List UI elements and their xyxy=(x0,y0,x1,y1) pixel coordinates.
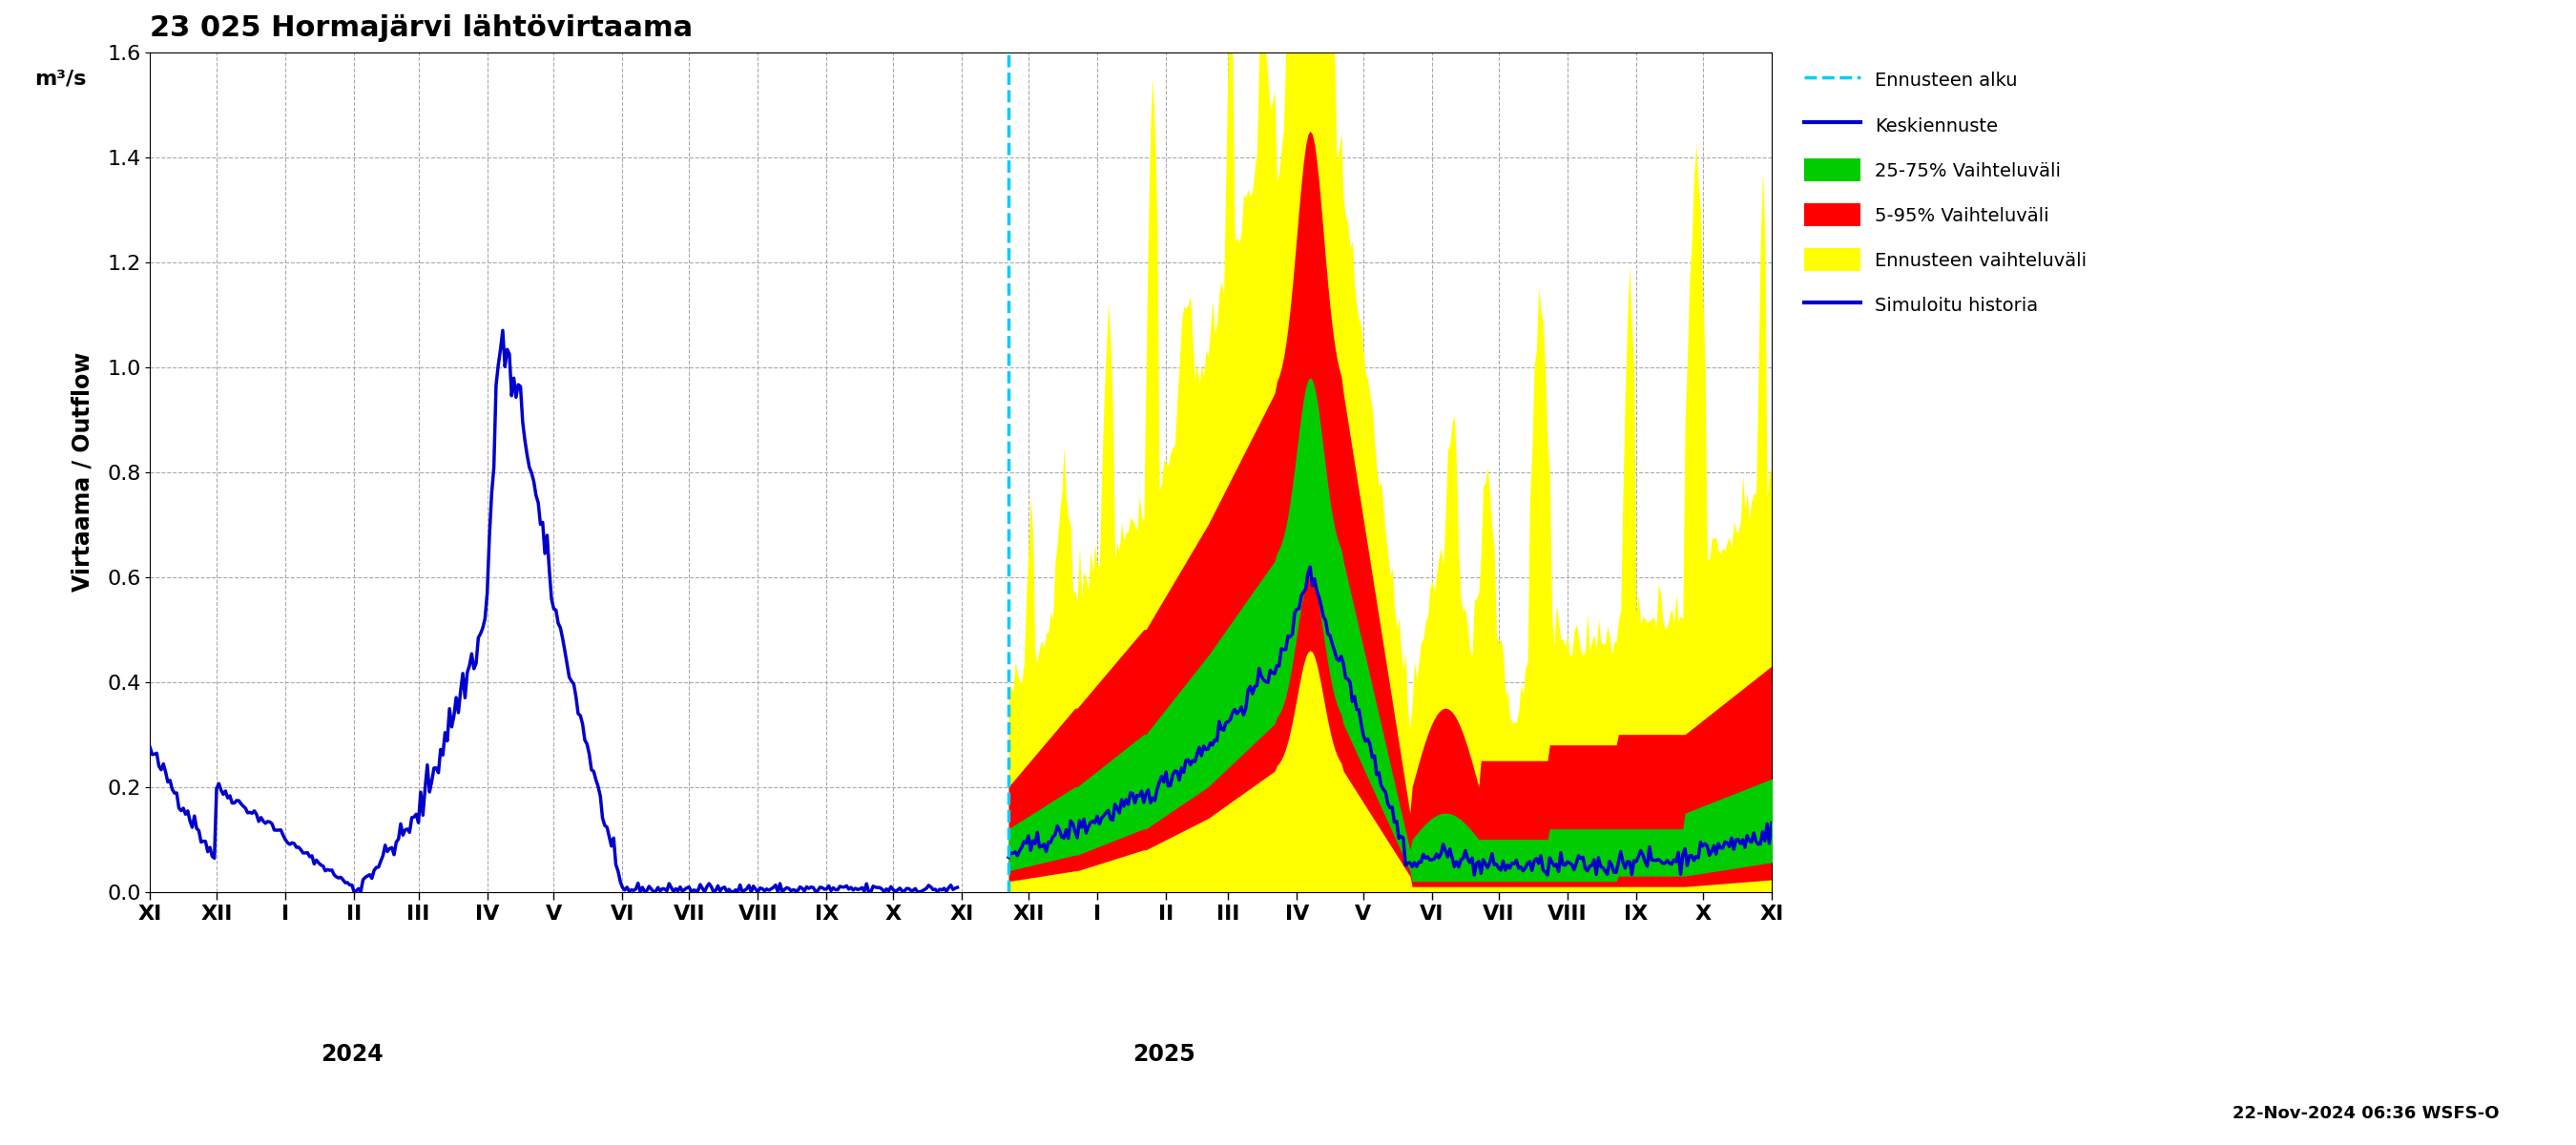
Text: 22-Nov-2024 06:36 WSFS-O: 22-Nov-2024 06:36 WSFS-O xyxy=(2231,1105,2499,1122)
Text: 2024: 2024 xyxy=(319,1043,384,1066)
Legend: Ennusteen alku, Keskiennuste, 25-75% Vaihteluväli, 5-95% Vaihteluväli, Ennusteen: Ennusteen alku, Keskiennuste, 25-75% Vai… xyxy=(1798,62,2094,323)
Text: m³/s: m³/s xyxy=(36,69,88,88)
Text: 23 025 Hormajärvi lähtövirtaama: 23 025 Hormajärvi lähtövirtaama xyxy=(149,14,693,42)
Y-axis label: Virtaama / Outflow: Virtaama / Outflow xyxy=(70,353,93,592)
Text: 2025: 2025 xyxy=(1133,1043,1195,1066)
